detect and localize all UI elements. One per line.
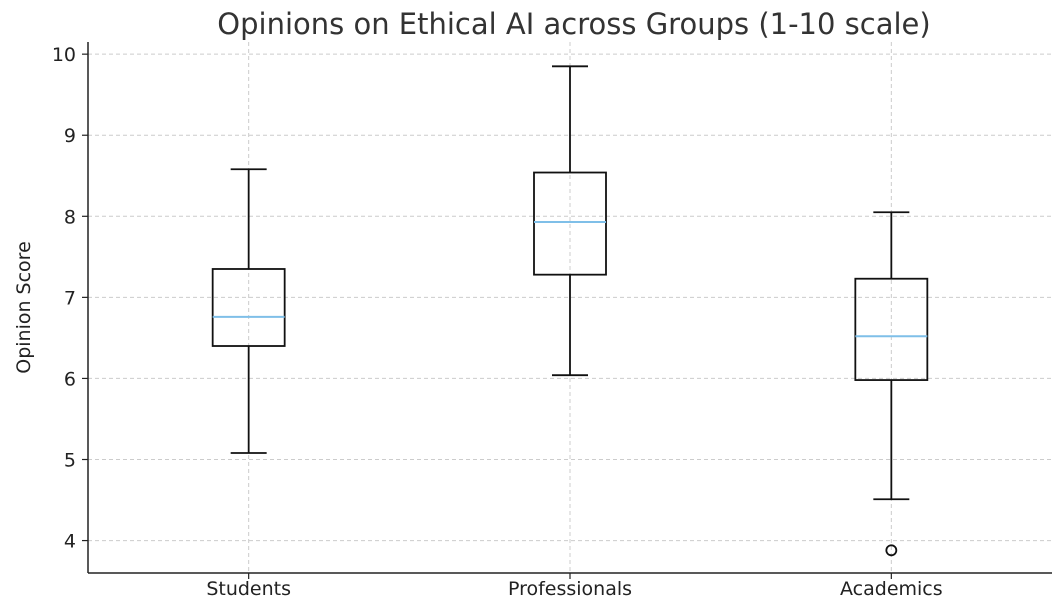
- x-tick-label: Students: [206, 578, 291, 599]
- y-axis-label: Opinion Score: [13, 241, 35, 374]
- y-tick-label: 6: [64, 368, 76, 390]
- y-tick-label: 7: [64, 287, 76, 309]
- y-tick-label: 10: [52, 44, 76, 66]
- x-tick-label: Academics: [840, 578, 943, 599]
- outlier-point: [885, 544, 898, 557]
- box-students: [211, 168, 286, 454]
- y-tick-label: 4: [64, 531, 76, 553]
- y-tick-label: 8: [64, 206, 76, 228]
- box-marks: [211, 65, 929, 557]
- chart-title: Opinions on Ethical AI across Groups (1-…: [217, 7, 930, 41]
- x-tick-label: Professionals: [508, 578, 632, 599]
- y-tick-label: 9: [64, 125, 76, 147]
- iqr-box: [854, 277, 929, 381]
- box-academics: [854, 211, 929, 557]
- iqr-box: [211, 268, 286, 347]
- axes: 4 5 6 7 8 9 10 Students Professionals Academics: [52, 42, 1052, 599]
- box-professionals: [533, 65, 607, 377]
- y-tick-label: 5: [64, 450, 76, 472]
- iqr-box: [533, 171, 607, 276]
